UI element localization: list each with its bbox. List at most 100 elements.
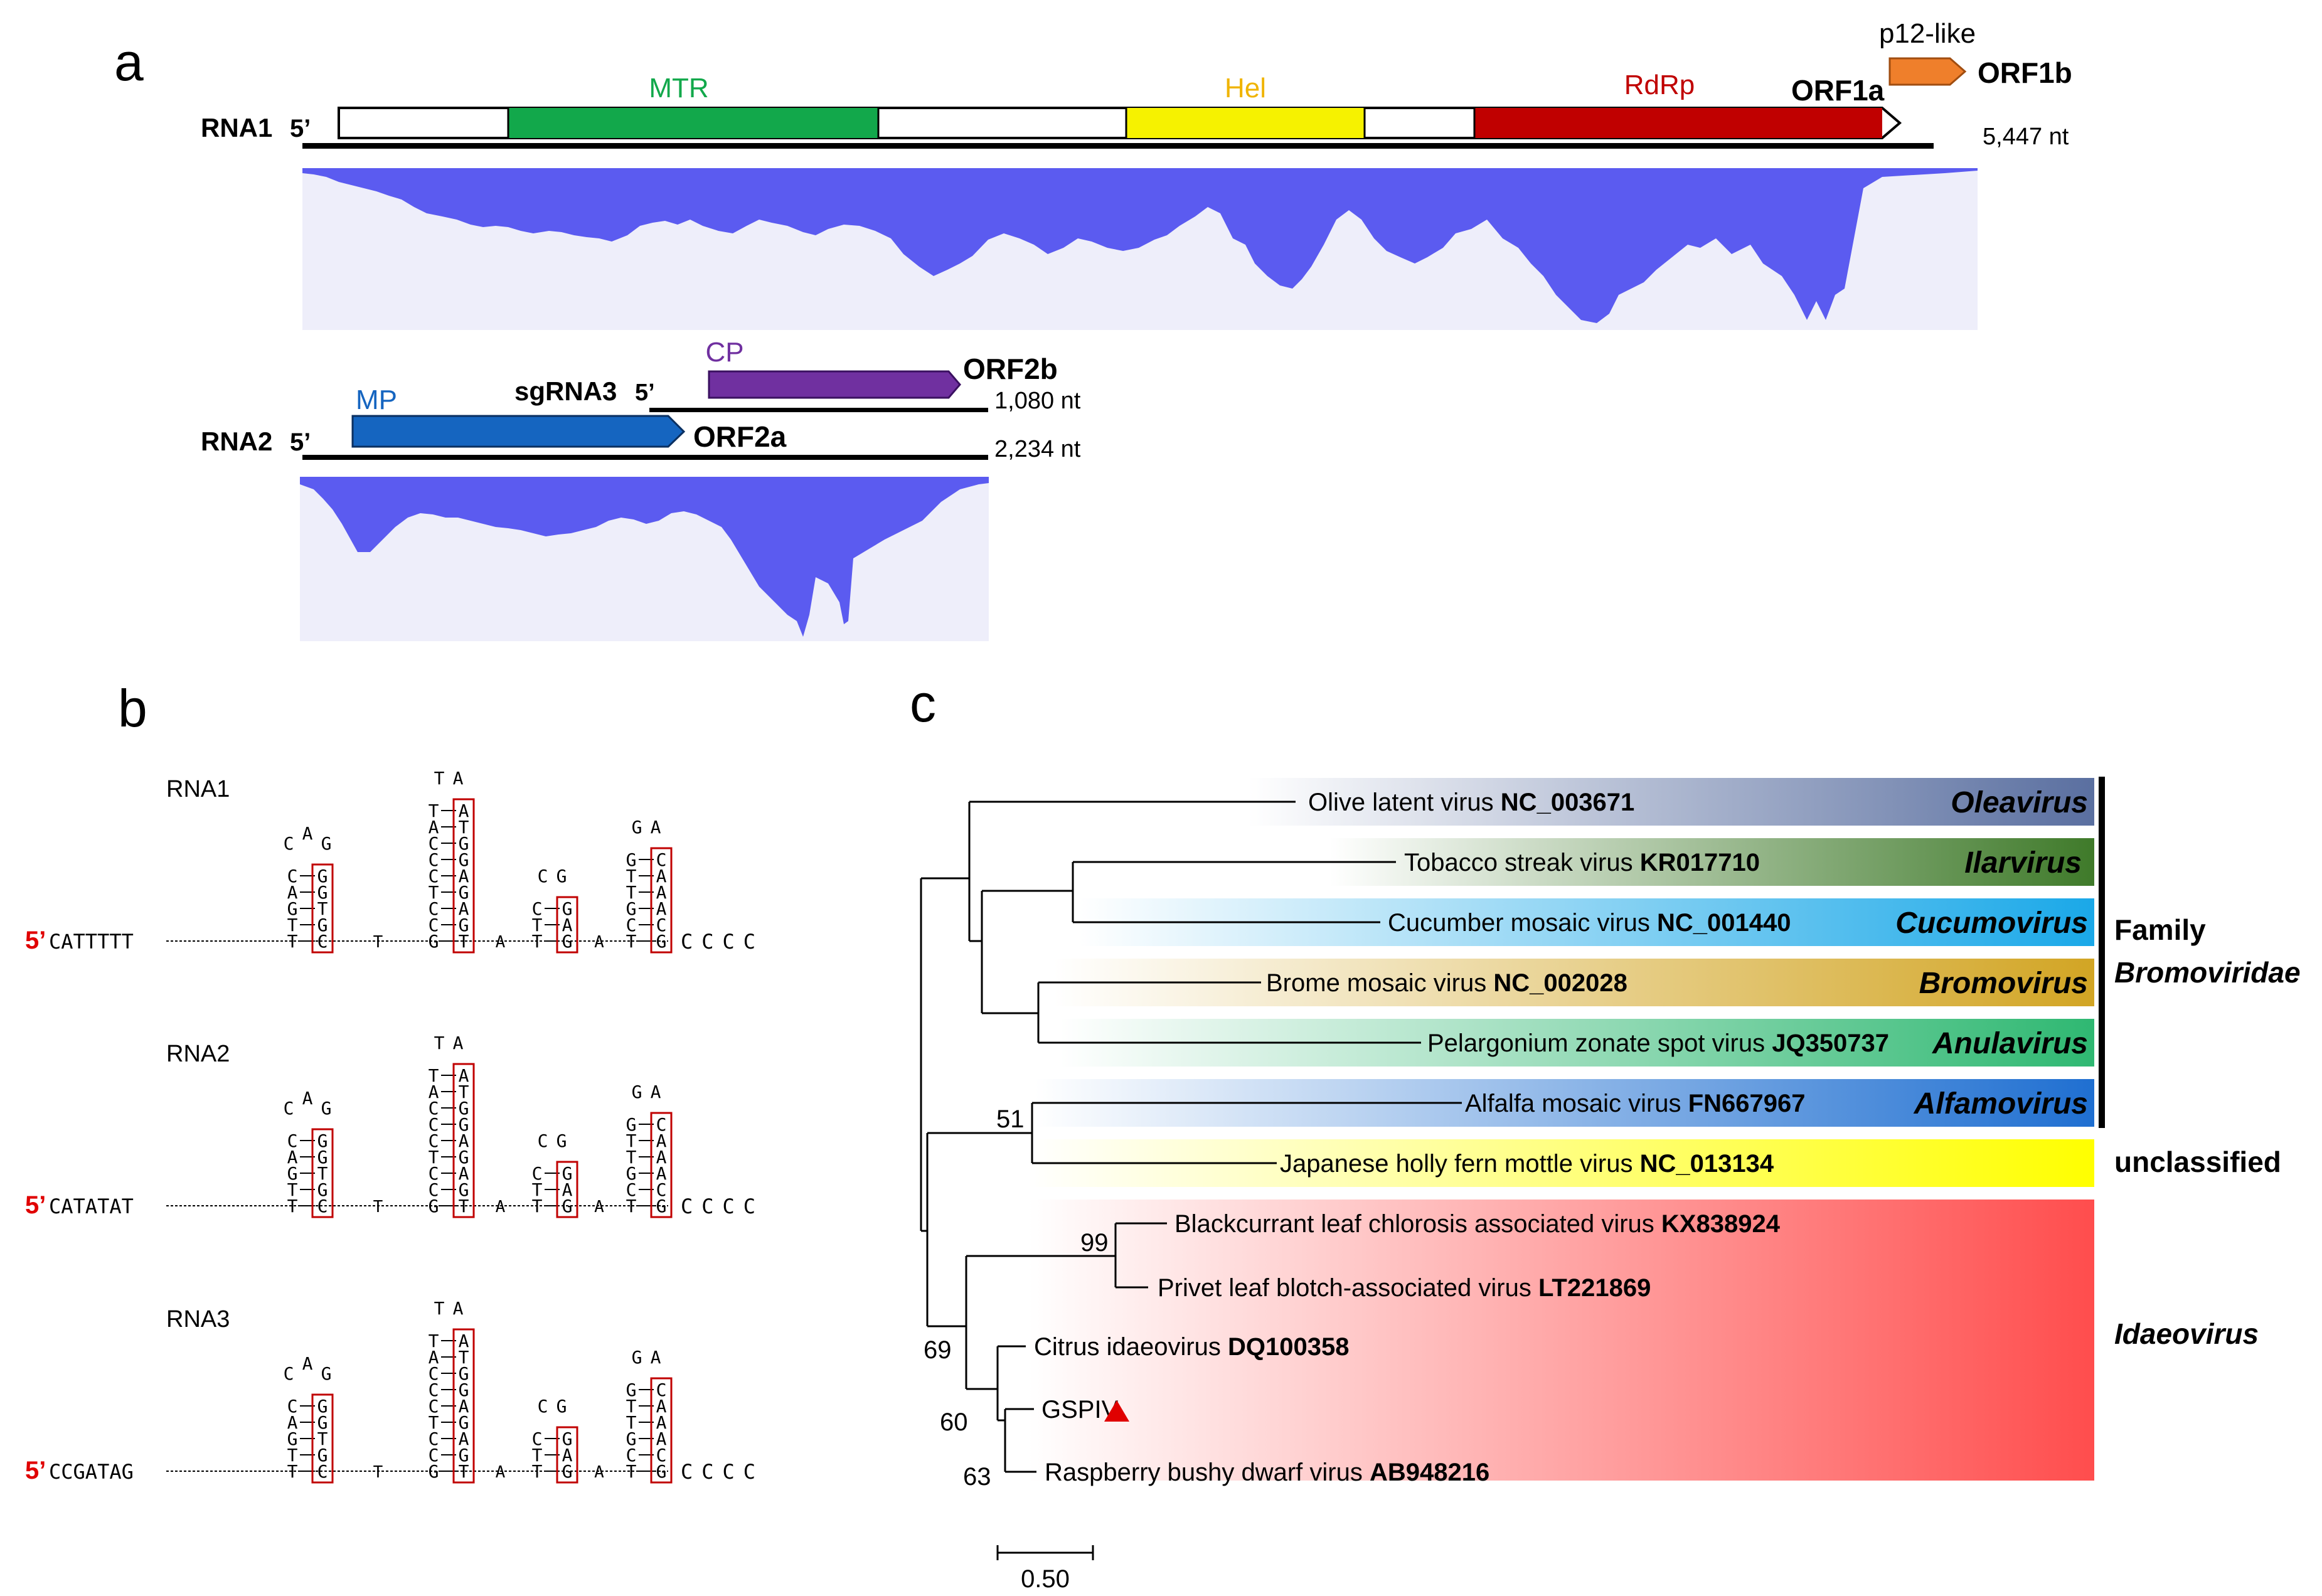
nucleotide: A	[459, 1396, 469, 1417]
nucleotide: T	[626, 1196, 637, 1216]
p12-like-label: p12-like	[1879, 18, 1976, 49]
unclassified-label: unclassified	[2114, 1146, 2281, 1178]
nucleotide: G	[287, 1163, 298, 1184]
nucleotide: G	[459, 882, 469, 903]
five-prime-marker: 5’	[25, 927, 46, 954]
nucleotide: C	[317, 931, 328, 952]
genus-label-ilarvirus: Ilarvirus	[1964, 846, 2082, 880]
rna1-backbone	[302, 143, 1934, 149]
oleavirus-band	[1249, 778, 2094, 826]
highlight-box	[452, 1328, 475, 1484]
nucleotide: G	[317, 1445, 328, 1466]
rna1-label: RNA1	[201, 113, 272, 142]
nucleotide: G	[459, 1445, 469, 1466]
nucleotide: C	[287, 1396, 298, 1417]
loop-nucleotide: G	[632, 817, 642, 838]
loop-nucleotide: A	[302, 823, 313, 844]
nucleotide: C	[429, 833, 439, 854]
nucleotide: T	[317, 1428, 328, 1449]
nucleotide: A	[459, 801, 469, 821]
nucleotide: T	[459, 1196, 469, 1216]
nucleotide: A	[459, 1065, 469, 1086]
nucleotide: G	[459, 1114, 469, 1135]
nucleotide: A	[562, 1445, 573, 1466]
highlight-box	[452, 1063, 475, 1218]
loop-nucleotide: C	[284, 833, 294, 854]
nucleotide: G	[317, 882, 328, 903]
loop-nucleotide: G	[632, 1347, 642, 1368]
nucleotide: G	[317, 1179, 328, 1200]
nucleotide: T	[429, 1331, 439, 1351]
taxon-label: Olive latent virus NC_003671	[1308, 789, 1634, 816]
scale-bar-label: 0.50	[1021, 1565, 1070, 1593]
nucleotide: G	[459, 833, 469, 854]
orf2a-label: ORF2a	[693, 420, 787, 453]
nucleotide: C	[656, 915, 667, 935]
loop-nucleotide: A	[651, 1082, 661, 1102]
highlight-box	[311, 1128, 334, 1218]
nucleotide: G	[459, 1363, 469, 1384]
sequence-tail: CCCC	[681, 1194, 764, 1218]
nucleotide: A	[656, 1412, 667, 1433]
nucleotide: G	[626, 1114, 637, 1135]
orf2b-label: ORF2b	[963, 353, 1058, 385]
highlight-box	[556, 896, 578, 954]
sequence-tail: CCCC	[681, 930, 764, 954]
nucleotide: C	[532, 1428, 543, 1449]
bootstrap-value: 60	[940, 1408, 968, 1436]
family-bracket	[2099, 777, 2105, 1128]
nucleotide: T	[429, 1412, 439, 1433]
rna1-coverage-area	[302, 168, 1978, 323]
highlight-box	[650, 1112, 673, 1218]
nucleotide: G	[562, 931, 573, 952]
nucleotide: C	[656, 849, 667, 870]
nucleotide: A	[429, 1082, 439, 1102]
spacer-nucleotide: A	[594, 933, 604, 952]
rna2-length: 2,234 nt	[994, 436, 1081, 462]
row-label: RNA3	[166, 1306, 230, 1333]
genus-label-anulavirus: Anulavirus	[1932, 1027, 2088, 1060]
nucleotide: T	[287, 931, 298, 952]
nucleotide: C	[429, 1428, 439, 1449]
nucleotide: G	[317, 1396, 328, 1417]
mtr-label: MTR	[649, 73, 708, 104]
hel-label: Hel	[1225, 73, 1266, 104]
stem-loop: G TC GC AT GC AC GC GA TT AT AA	[429, 768, 506, 954]
bootstrap-value: 63	[963, 1463, 991, 1491]
loop-nucleotide: A	[651, 1347, 661, 1368]
loop-nucleotide: C	[538, 1396, 548, 1417]
nucleotide: C	[626, 1179, 637, 1200]
nucleotide: C	[429, 1445, 439, 1466]
nucleotide: T	[532, 1461, 543, 1482]
row-label: RNA1	[166, 776, 230, 802]
rna2-5prime: 5’	[290, 428, 311, 456]
nucleotide: G	[656, 1461, 667, 1482]
loop-nucleotide: G	[321, 1098, 332, 1119]
taxon-label: Brome mosaic virus NC_002028	[1266, 969, 1627, 997]
cp-label: CP	[705, 337, 743, 368]
hel-domain	[1126, 108, 1365, 138]
stem-loop: G TC GC AT GC AC GC GA TT AT AA	[429, 1033, 506, 1218]
nucleotide: G	[459, 1380, 469, 1400]
sequence-prefix: CATATAT	[49, 1194, 134, 1218]
ilarvirus-band	[1330, 838, 2094, 886]
nucleotide: T	[626, 866, 637, 886]
nucleotide: T	[532, 1179, 543, 1200]
nucleotide: A	[656, 866, 667, 886]
loop-nucleotide: A	[302, 1353, 313, 1374]
spacer-nucleotide: T	[373, 1198, 383, 1216]
rna1-length: 5,447 nt	[1983, 124, 2069, 150]
nucleotide: A	[656, 1428, 667, 1449]
nucleotide: A	[656, 1130, 667, 1151]
tree-branches	[920, 801, 1462, 1473]
nucleotide: G	[626, 1163, 637, 1184]
rna1-coverage	[302, 168, 1978, 330]
nucleotide: T	[459, 817, 469, 838]
nucleotide: T	[287, 1445, 298, 1466]
stem-loop: T GT AC GC GA	[532, 1130, 604, 1218]
cp-arrow	[708, 370, 961, 399]
stem-loop: T CT GG TA GC GC A GT	[284, 1088, 383, 1218]
nucleotide: T	[459, 1347, 469, 1368]
